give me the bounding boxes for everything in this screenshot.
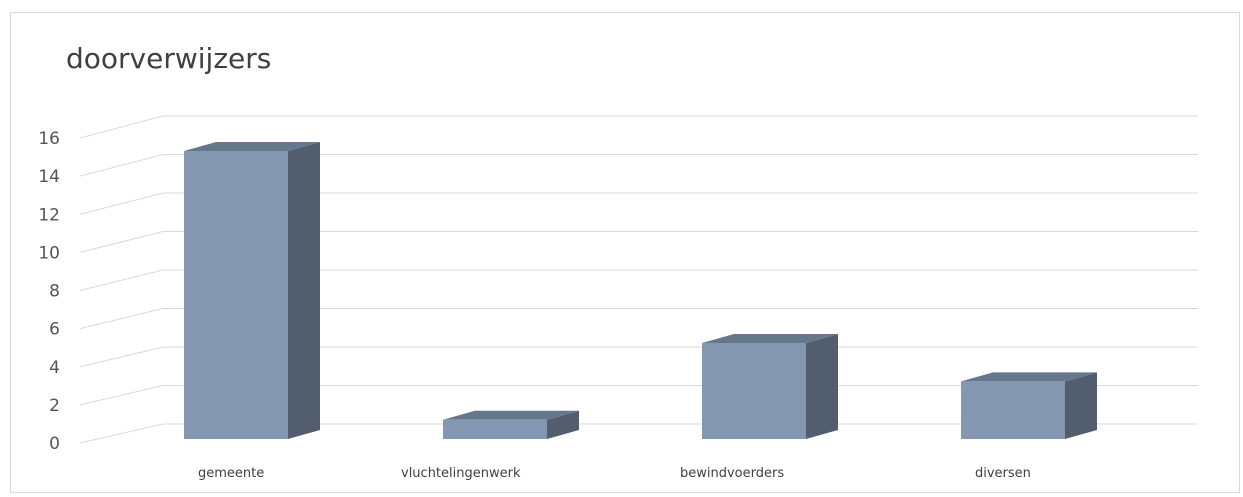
chart-title: doorverwijzers	[66, 42, 272, 75]
bars	[184, 142, 1097, 439]
bar	[961, 372, 1097, 439]
x-tick-label: bewindvoerders	[680, 466, 784, 481]
gridline-diagonal	[79, 192, 164, 215]
bar	[443, 410, 579, 439]
gridline-diagonal	[79, 385, 164, 406]
bar	[702, 334, 838, 439]
bar-side	[806, 334, 838, 439]
bar-front	[443, 419, 547, 439]
bar-top	[702, 334, 838, 343]
y-tick-label: 12	[38, 205, 60, 225]
gridline-diagonal	[79, 423, 164, 444]
y-tick-label: 10	[38, 243, 60, 263]
gridline-diagonal	[79, 269, 164, 291]
gridline-diagonal	[79, 231, 164, 253]
y-axis: 0 2 4 6 8 10 12 14 16	[38, 129, 60, 454]
gridline-diagonal	[79, 154, 164, 177]
bar-front	[184, 151, 288, 439]
bar-front	[702, 343, 806, 439]
gridline-diagonal	[79, 115, 164, 139]
x-axis: gemeente vluchtelingenwerk bewindvoerders d…	[198, 466, 1031, 481]
y-tick-label: 0	[49, 434, 60, 454]
y-tick-label: 4	[49, 358, 60, 378]
x-tick-label: diversen	[975, 466, 1031, 481]
bar-side	[547, 410, 579, 439]
y-tick-label: 6	[49, 320, 60, 340]
gridline-diagonal	[79, 308, 164, 330]
gridline-diagonal	[79, 346, 164, 368]
y-tick-label: 14	[38, 167, 60, 187]
bar	[184, 142, 320, 439]
bar-top	[961, 372, 1097, 382]
x-tick-label: vluchtelingenwerk	[401, 466, 521, 481]
y-tick-label: 16	[38, 129, 60, 149]
bar-side	[1065, 372, 1097, 439]
y-tick-label: 8	[49, 282, 60, 302]
bar-side	[288, 142, 320, 439]
bar-top	[184, 142, 320, 151]
x-tick-label: gemeente	[198, 466, 264, 481]
bar-top	[443, 410, 579, 420]
y-tick-label: 2	[49, 396, 60, 416]
bar-front	[961, 381, 1065, 439]
